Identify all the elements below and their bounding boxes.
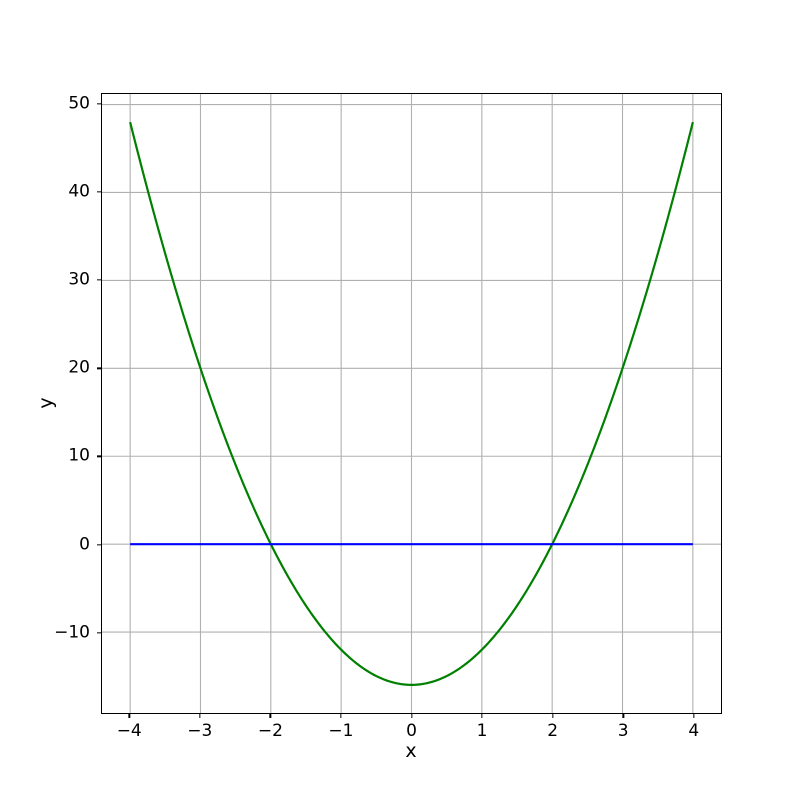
y-tick-label: 10 [68, 445, 90, 466]
y-tick-label: 50 [68, 93, 90, 114]
x-tick-mark [410, 714, 413, 719]
data-series-layer [129, 121, 694, 686]
plot-axes-area [101, 93, 722, 714]
y-tick-label: 20 [68, 357, 90, 378]
y-tick-mark [96, 632, 101, 634]
x-tick-label: 4 [688, 721, 700, 741]
x-tick-mark [693, 714, 695, 719]
y-tick-mark [96, 191, 101, 193]
x-tick-label: 2 [547, 721, 559, 741]
y-tick-mark [96, 279, 101, 281]
x-tick-label: −2 [257, 721, 283, 741]
y-tick-label: 0 [79, 534, 90, 555]
y-tick-mark [96, 455, 101, 458]
y-tick-label: −10 [54, 622, 90, 643]
y-axis-label: y [35, 397, 57, 409]
series-line-quadratic [129, 121, 694, 686]
x-tick-label: 0 [406, 721, 417, 741]
x-axis-label: x [405, 740, 417, 762]
y-tick-label: 30 [68, 269, 90, 290]
y-tick-label: 40 [68, 181, 90, 202]
y-tick-mark [96, 102, 101, 105]
x-tick-label: −1 [328, 721, 354, 741]
x-tick-mark [340, 714, 342, 719]
x-tick-mark [128, 714, 130, 719]
x-tick-mark [481, 714, 483, 719]
x-tick-label: −3 [187, 721, 213, 741]
x-tick-label: 3 [617, 721, 629, 741]
x-tick-label: −4 [116, 721, 142, 741]
y-tick-mark [96, 367, 101, 369]
x-tick-mark [269, 714, 272, 719]
x-tick-mark [622, 714, 624, 719]
y-tick-mark [96, 543, 101, 546]
x-tick-label: 1 [476, 721, 488, 741]
x-tick-mark [199, 714, 201, 719]
x-tick-mark [551, 714, 554, 719]
